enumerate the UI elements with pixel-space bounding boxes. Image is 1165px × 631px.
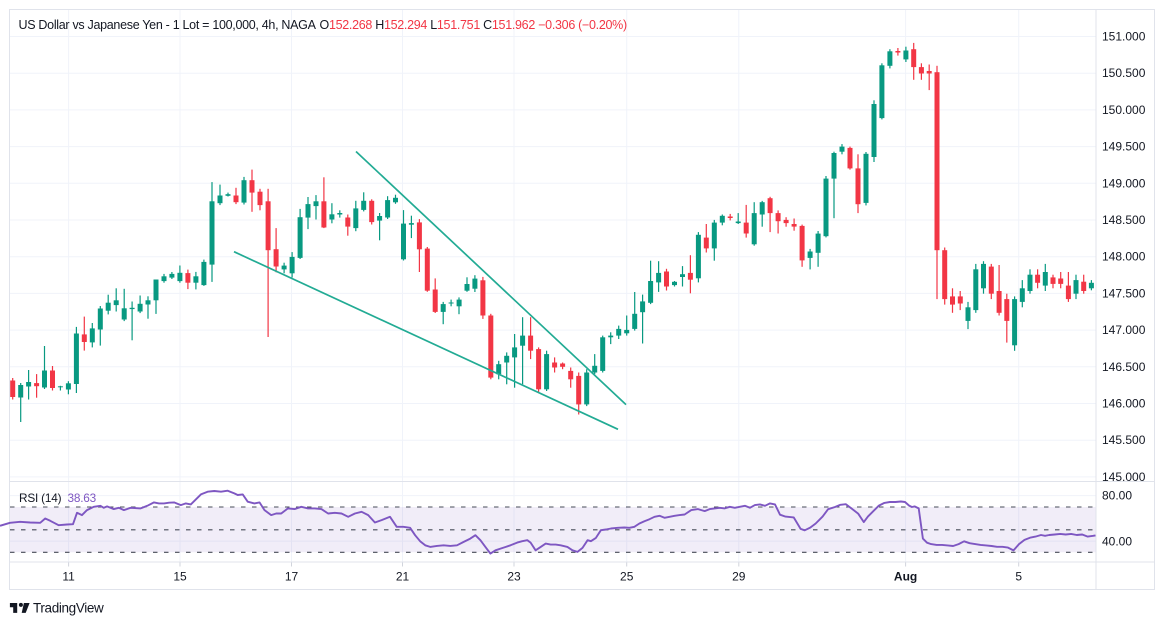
svg-text:80.00: 80.00 bbox=[1102, 489, 1132, 503]
svg-text:5: 5 bbox=[1015, 570, 1022, 584]
svg-text:150.500: 150.500 bbox=[1102, 66, 1146, 80]
svg-text:RSI (14): RSI (14) bbox=[19, 491, 62, 505]
svg-text:147.500: 147.500 bbox=[1102, 286, 1146, 300]
svg-text:148.000: 148.000 bbox=[1102, 250, 1146, 264]
svg-text:29: 29 bbox=[732, 570, 746, 584]
svg-text:151.000: 151.000 bbox=[1102, 30, 1146, 44]
svg-text:150.000: 150.000 bbox=[1102, 103, 1146, 117]
svg-text:38.63: 38.63 bbox=[68, 491, 97, 505]
svg-text:21: 21 bbox=[396, 570, 410, 584]
svg-text:145.000: 145.000 bbox=[1102, 470, 1146, 484]
svg-text:Aug: Aug bbox=[894, 570, 917, 584]
svg-text:40.00: 40.00 bbox=[1102, 535, 1132, 549]
svg-text:146.500: 146.500 bbox=[1102, 360, 1146, 374]
svg-text:145.500: 145.500 bbox=[1102, 433, 1146, 447]
svg-text:25: 25 bbox=[620, 570, 634, 584]
svg-text:11: 11 bbox=[62, 570, 75, 584]
svg-text:146.000: 146.000 bbox=[1102, 397, 1146, 411]
svg-text:23: 23 bbox=[507, 570, 521, 584]
svg-text:149.500: 149.500 bbox=[1102, 140, 1146, 154]
svg-text:147.000: 147.000 bbox=[1102, 323, 1146, 337]
svg-text:15: 15 bbox=[173, 570, 187, 584]
svg-text:O152.268 H152.294 L151.751 C15: O152.268 H152.294 L151.751 C151.962 −0.3… bbox=[320, 18, 627, 32]
svg-text:17: 17 bbox=[285, 570, 299, 584]
svg-text:TradingView: TradingView bbox=[33, 601, 104, 616]
svg-text:US Dollar vs Japanese Yen - 1: US Dollar vs Japanese Yen - 1 Lot = 100,… bbox=[19, 18, 317, 32]
svg-text:148.500: 148.500 bbox=[1102, 213, 1146, 227]
svg-text:149.000: 149.000 bbox=[1102, 176, 1146, 190]
